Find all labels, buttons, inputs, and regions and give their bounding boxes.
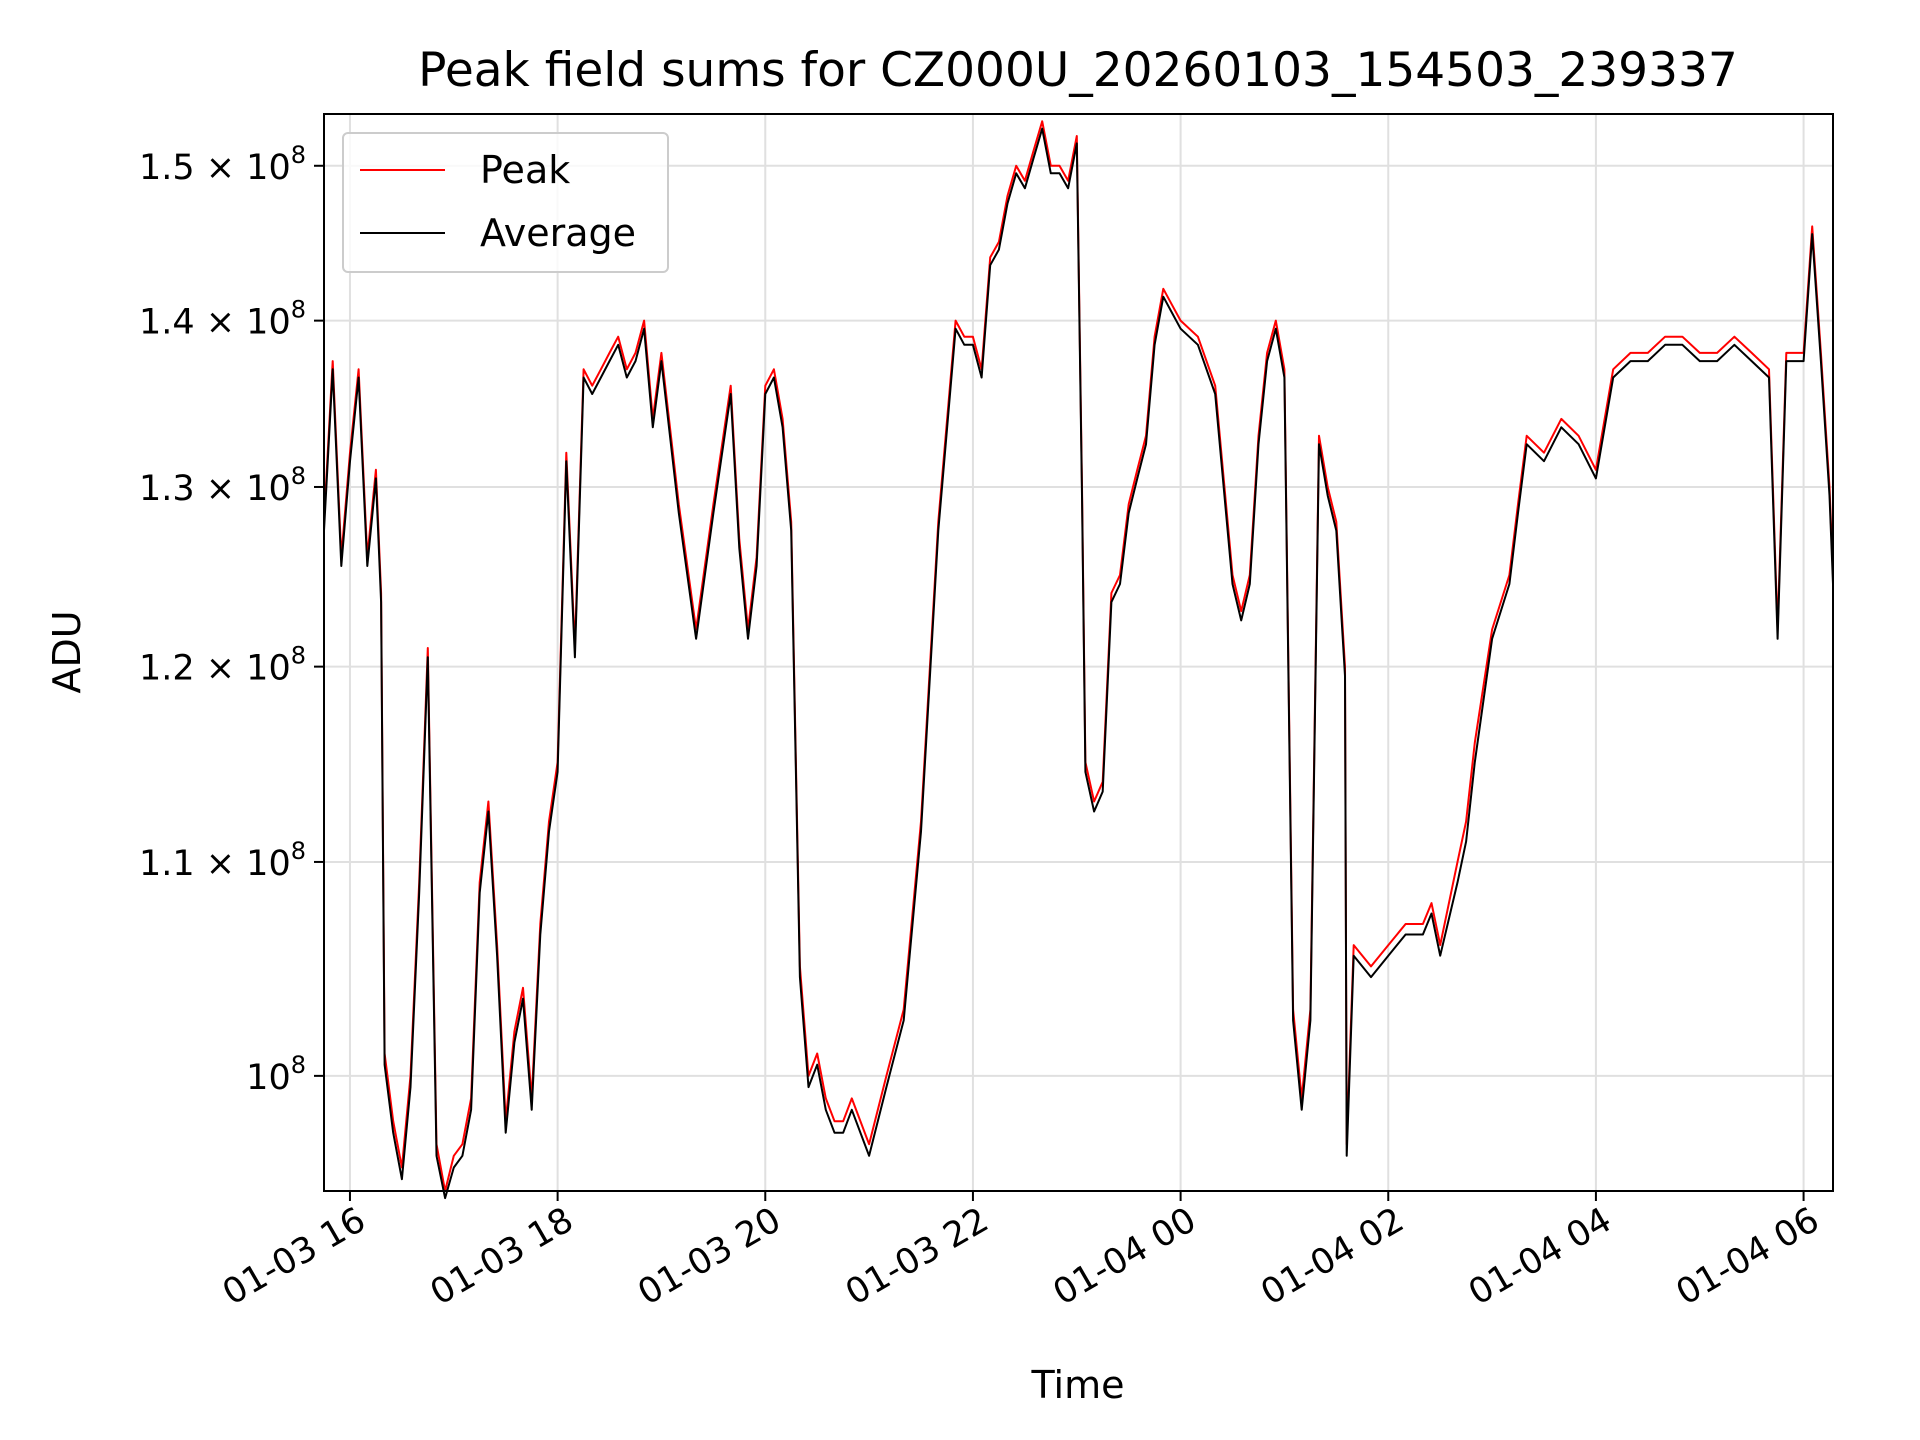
x-axis-label: Time: [1031, 1363, 1125, 1407]
y-tick-label: 1.2 × 108: [139, 642, 306, 689]
y-tick-label: 1.4 × 108: [139, 296, 306, 343]
y-axis-label: ADU: [45, 610, 89, 693]
plot-frame: [323, 113, 1834, 1192]
grid: [324, 114, 1833, 1191]
plot-lines: [323, 120, 1834, 1200]
y-tick-label: 1.1 × 108: [139, 837, 306, 884]
chart-title: Peak field sums for CZ000U_20260103_1545…: [418, 43, 1738, 98]
series-line-peak: [323, 120, 1834, 1192]
y-tick-label: 1.3 × 108: [139, 462, 306, 509]
y-tick-label: 108: [246, 1051, 306, 1098]
legend-box: [342, 132, 669, 273]
legend-label-average: Average: [480, 211, 636, 255]
legend-label-peak: Peak: [480, 148, 570, 192]
legend: Peak Average: [342, 132, 669, 273]
y-tick-label: 1.5 × 108: [139, 141, 306, 188]
series-line-average: [323, 127, 1834, 1200]
y-axis: 108 1.1 × 108 1.2 × 108 1.3 × 108 1.4 × 108 1…: [139, 141, 324, 1098]
